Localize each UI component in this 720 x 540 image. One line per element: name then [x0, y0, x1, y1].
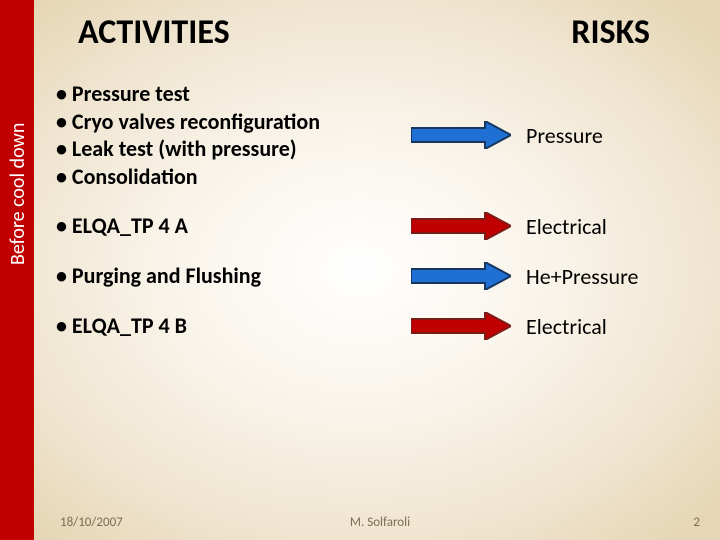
- footer-date: 18/10/2007: [60, 515, 123, 530]
- arrow-path: [411, 312, 511, 340]
- arrow-icon: [411, 212, 511, 240]
- activity-line: • ELQA_TP 4 A: [56, 212, 396, 240]
- row-1: • ELQA_TP 4 A Electrical: [56, 212, 710, 240]
- activity-line: • Leak test (with pressure): [56, 135, 396, 163]
- activity-block-2: • Purging and Flushing: [56, 262, 396, 290]
- header: ACTIVITIES RISKS: [34, 12, 720, 53]
- row-0: • Pressure test • Cryo valves reconfigur…: [56, 80, 710, 190]
- content: • Pressure test • Cryo valves reconfigur…: [56, 80, 710, 362]
- risk-2: He+Pressure: [526, 263, 710, 290]
- sidebar-red-bar: [0, 0, 34, 540]
- header-activities: ACTIVITIES: [78, 12, 230, 53]
- arrow-path: [411, 121, 511, 149]
- arrow-col-0: [396, 121, 526, 149]
- activity-line: • Pressure test: [56, 80, 396, 108]
- arrow-icon: [411, 121, 511, 149]
- risk-3: Electrical: [526, 313, 710, 340]
- header-risks: RISKS: [571, 12, 650, 53]
- arrow-path: [411, 212, 511, 240]
- risk-1: Electrical: [526, 213, 710, 240]
- arrow-col-2: [396, 262, 526, 290]
- activity-line: • Cryo valves reconfiguration: [56, 108, 396, 136]
- activity-block-3: • ELQA_TP 4 B: [56, 312, 396, 340]
- activity-line: • ELQA_TP 4 B: [56, 312, 396, 340]
- footer-page: 2: [693, 515, 700, 530]
- row-3: • ELQA_TP 4 B Electrical: [56, 312, 710, 340]
- footer-author: M. Solfaroli: [350, 515, 410, 530]
- row-2: • Purging and Flushing He+Pressure: [56, 262, 710, 290]
- activity-line: • Purging and Flushing: [56, 262, 396, 290]
- footer: 18/10/2007 M. Solfaroli 2: [60, 515, 700, 530]
- arrow-col-3: [396, 312, 526, 340]
- arrow-path: [411, 262, 511, 290]
- arrow-icon: [411, 312, 511, 340]
- sidebar-label: Before cool down: [6, 123, 30, 265]
- activity-line: • Consolidation: [56, 163, 396, 191]
- arrow-icon: [411, 262, 511, 290]
- activity-block-0: • Pressure test • Cryo valves reconfigur…: [56, 80, 396, 190]
- risk-0: Pressure: [526, 122, 710, 149]
- activity-block-1: • ELQA_TP 4 A: [56, 212, 396, 240]
- arrow-col-1: [396, 212, 526, 240]
